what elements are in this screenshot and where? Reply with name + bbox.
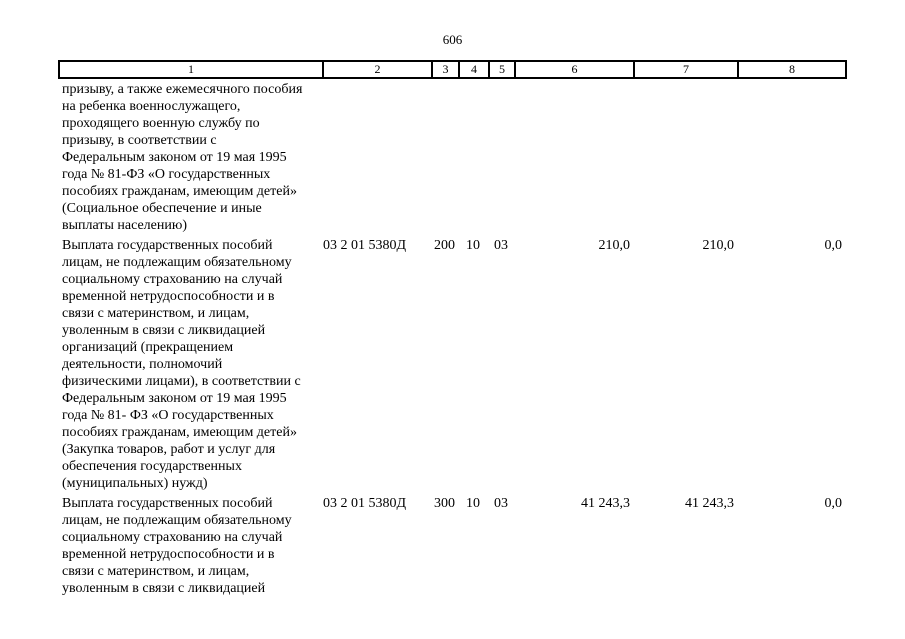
cell-col4 <box>458 81 488 234</box>
column-header-2: 2 <box>323 61 432 78</box>
cell-col3: 300 <box>434 496 455 511</box>
cell-col8: 0,0 <box>824 238 843 253</box>
cell-col6: 210,0 <box>598 238 631 253</box>
cell-col3: 200 <box>434 238 455 253</box>
cell-col6 <box>514 81 633 234</box>
cell-name: Выплата государственных пособий лицам, н… <box>62 238 301 491</box>
cell-col7: 210,0 <box>702 238 735 253</box>
cell-col5: 03 <box>494 238 508 253</box>
cell-col7 <box>633 81 737 234</box>
column-header-5: 5 <box>489 61 515 78</box>
cell-col8 <box>737 81 845 234</box>
column-header-4: 4 <box>459 61 489 78</box>
table-row: Выплата государственных пособий лицам, н… <box>58 237 847 492</box>
column-header-1: 1 <box>59 61 323 78</box>
cell-col7: 41 243,3 <box>685 496 734 511</box>
table-row: Выплата государственных пособий лицам, н… <box>58 495 847 597</box>
cell-col5: 03 <box>494 496 508 511</box>
column-header-8: 8 <box>738 61 846 78</box>
cell-col5 <box>488 81 514 234</box>
budget-table: 1 2 3 4 5 6 7 8 призыву, а также ежемеся… <box>58 60 847 597</box>
column-header-6: 6 <box>515 61 634 78</box>
cell-name: Выплата государственных пособий лицам, н… <box>62 496 292 596</box>
cell-col2 <box>322 81 431 234</box>
cell-col2: 03 2 01 5380Д <box>323 496 407 511</box>
page-number: 606 <box>442 32 463 47</box>
table-header-row: 1 2 3 4 5 6 7 8 <box>58 60 847 79</box>
cell-col4: 10 <box>466 238 480 253</box>
column-header-3: 3 <box>432 61 459 78</box>
cell-name: призыву, а также ежемесячного пособия на… <box>62 82 303 233</box>
cell-col8: 0,0 <box>824 496 843 511</box>
cell-col3 <box>431 81 458 234</box>
column-header-7: 7 <box>634 61 738 78</box>
cell-col6: 41 243,3 <box>581 496 630 511</box>
cell-col4: 10 <box>466 496 480 511</box>
cell-col2: 03 2 01 5380Д <box>323 238 407 253</box>
table-row: призыву, а также ежемесячного пособия на… <box>58 81 847 234</box>
